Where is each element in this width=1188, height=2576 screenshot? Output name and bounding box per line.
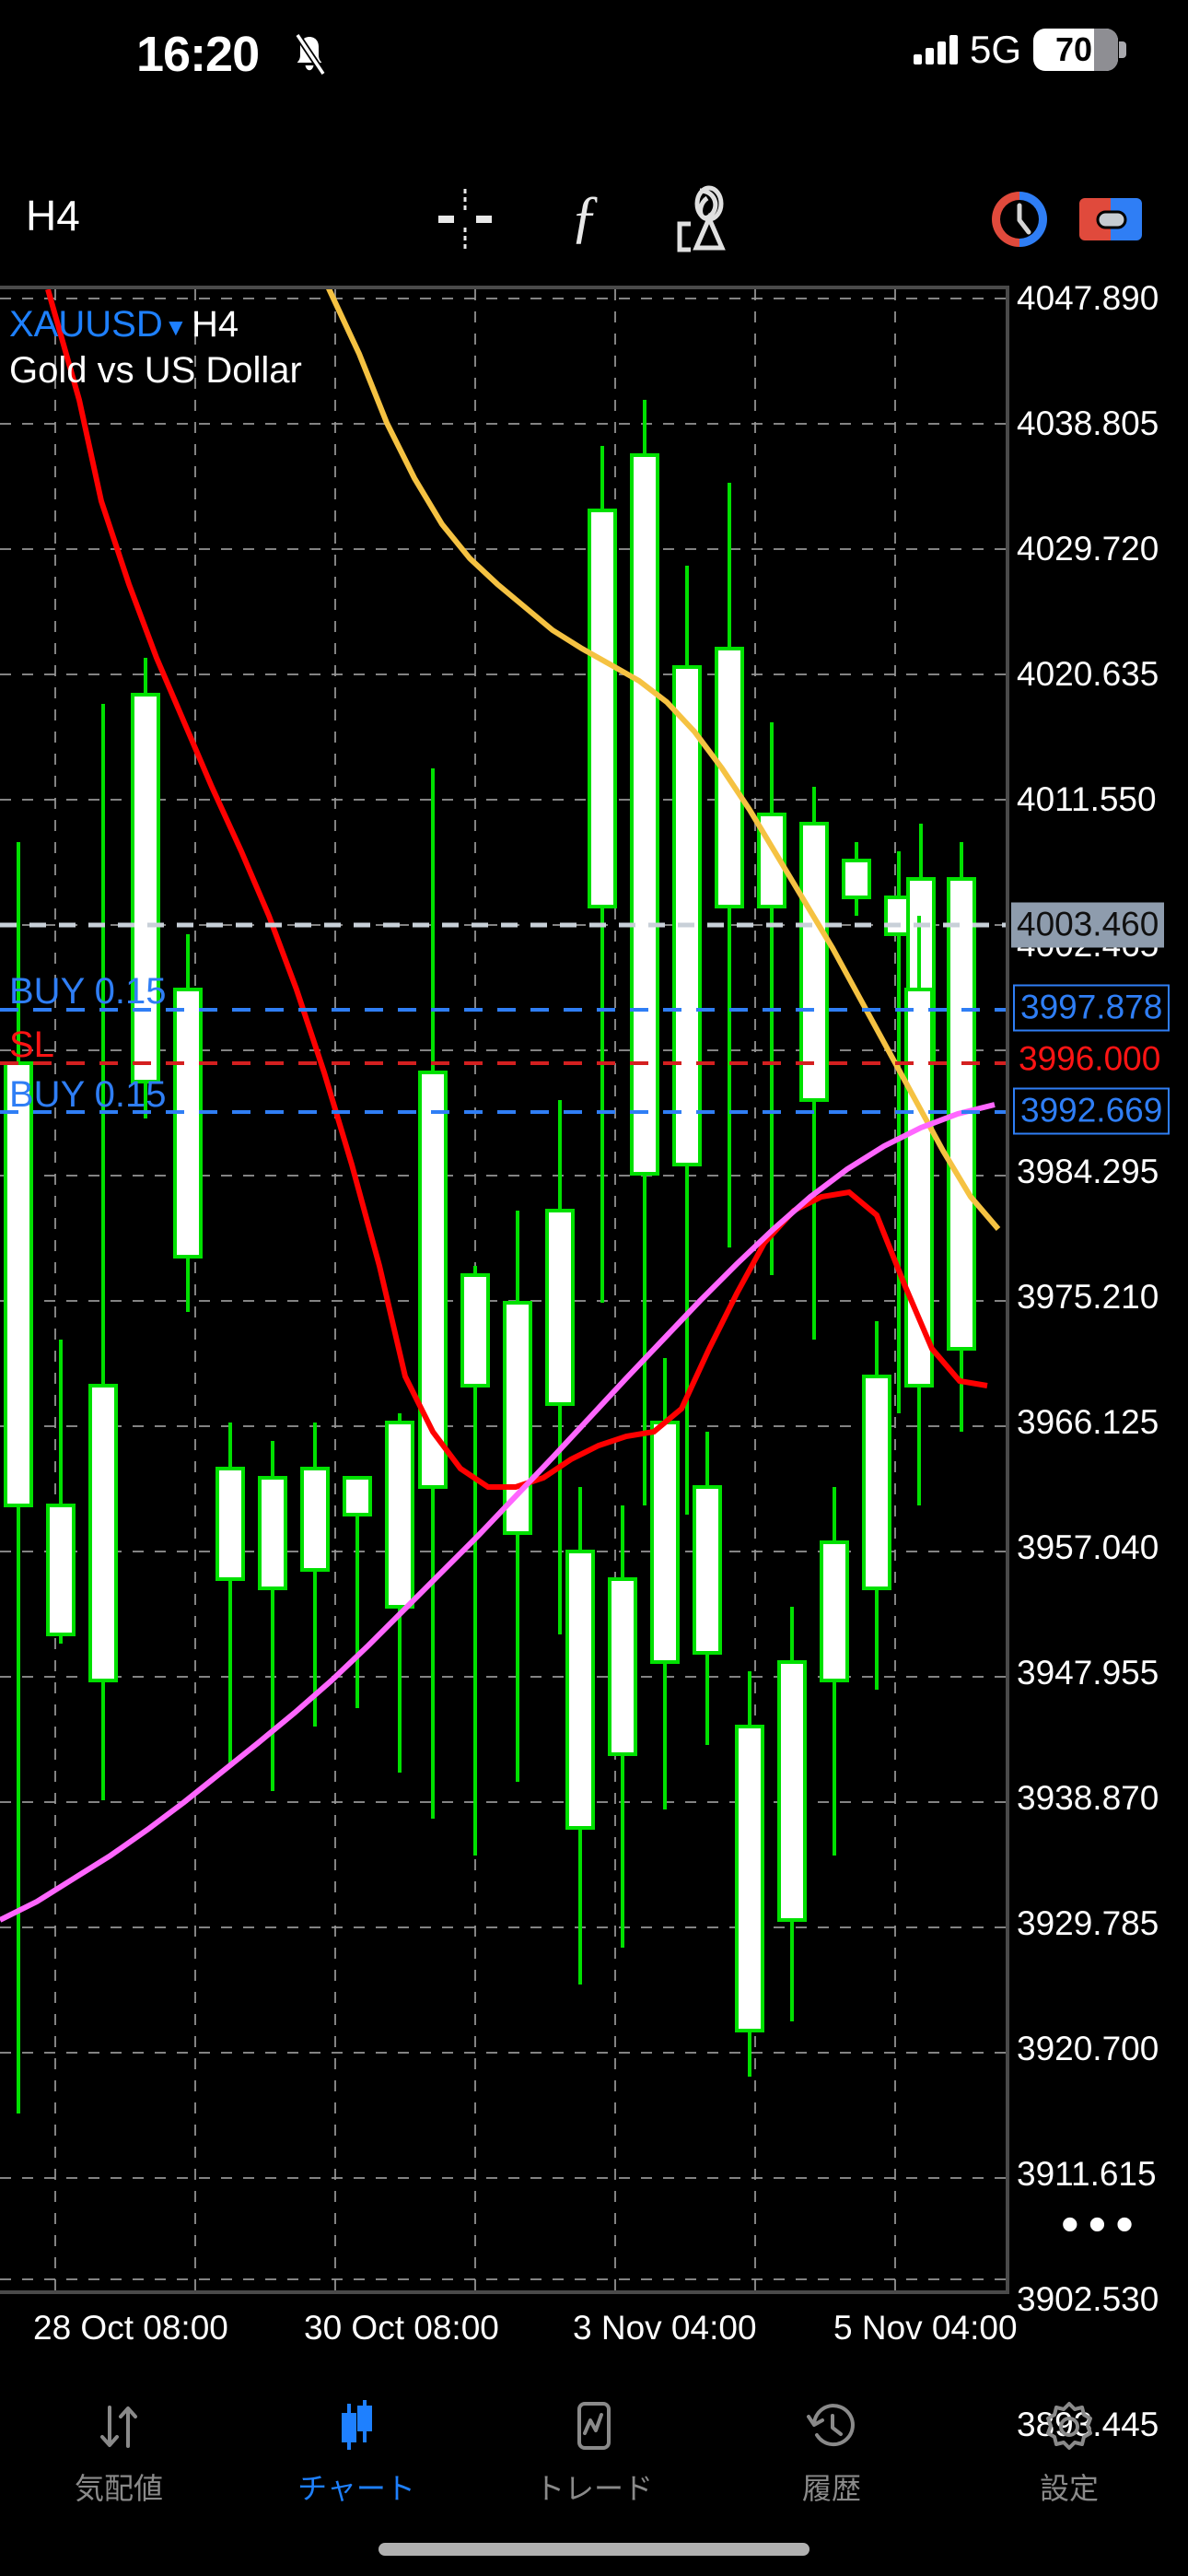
price-tick: 3911.615	[1017, 2155, 1157, 2193]
ma-slow-line	[326, 289, 1001, 1231]
time-tick: 5 Nov 04:00	[833, 2309, 1018, 2347]
nav-item-settings[interactable]: 設定	[950, 2392, 1188, 2539]
price-tick: 3957.040	[1017, 1528, 1159, 1566]
position-price-buy-2[interactable]: 3992.669	[1013, 1087, 1171, 1135]
function-f-icon[interactable]: ƒ	[570, 183, 600, 249]
position-price-buy-1[interactable]: 3997.878	[1013, 984, 1171, 1032]
bell-slash-icon	[295, 33, 326, 76]
chart-plot[interactable]: XAUUSD ▼ H4 Gold vs US Dollar BUY 0.15 S…	[0, 286, 1009, 2294]
position-price-sl[interactable]: 3996.000	[1019, 1039, 1161, 1078]
time-tick: 28 Oct 08:00	[33, 2309, 228, 2347]
more-options-icon[interactable]: •••	[1061, 2195, 1143, 2253]
symbol-timeframe: H4	[192, 304, 239, 345]
chart-area[interactable]: XAUUSD ▼ H4 Gold vs US Dollar BUY 0.15 S…	[0, 279, 1188, 2443]
history-clock-icon	[805, 2397, 858, 2456]
status-indicators: 5G 70	[913, 28, 1126, 72]
network-type-label: 5G	[969, 28, 1021, 71]
ma-fast-line	[45, 289, 988, 1490]
price-tick: 3984.295	[1017, 1153, 1159, 1190]
price-axis[interactable]: 4047.890 4038.805 4029.720 4020.635 4011…	[1009, 279, 1188, 2443]
price-tick: 4011.550	[1017, 780, 1157, 818]
symbol-description: Gold vs US Dollar	[9, 350, 302, 391]
gear-icon	[1042, 2397, 1096, 2456]
price-tick: 3929.785	[1017, 1904, 1159, 1942]
status-time: 16:20	[136, 27, 260, 82]
price-tick: 4047.890	[1017, 279, 1159, 317]
timeframe-button[interactable]: H4	[26, 192, 80, 240]
trade-icon	[567, 2397, 621, 2456]
nav-item-quotes[interactable]: 気配値	[0, 2392, 238, 2539]
price-tick: 3966.125	[1017, 1403, 1159, 1441]
price-tick: 4038.805	[1017, 404, 1159, 442]
cellular-signal-icon	[913, 35, 958, 64]
crosshair-icon[interactable]	[433, 187, 497, 252]
ma-long-line	[0, 1102, 996, 1923]
nav-label-chart: チャート	[297, 2471, 415, 2506]
status-bar: 16:20 5G 70	[0, 0, 1188, 101]
position-label-sl[interactable]: SL	[9, 1025, 54, 1065]
chart-toolbar: H4 ƒ	[0, 170, 1188, 263]
nav-label-trade: トレード	[534, 2471, 653, 2506]
nav-item-trade[interactable]: トレード	[475, 2392, 713, 2539]
battery-level-label: 70	[1054, 30, 1093, 68]
price-tick: 4020.635	[1017, 655, 1159, 693]
candlestick-chart-icon	[330, 2397, 383, 2456]
price-tick: 3975.210	[1017, 1278, 1159, 1316]
nav-label-settings: 設定	[1039, 2471, 1099, 2506]
nav-label-quotes: 気配値	[74, 2471, 163, 2506]
time-tick: 3 Nov 04:00	[573, 2309, 757, 2347]
candlestick-plot	[0, 289, 1006, 2290]
nav-label-history: 履歴	[801, 2471, 861, 2506]
home-indicator[interactable]	[379, 2543, 809, 2556]
nav-item-chart[interactable]: チャート	[238, 2392, 475, 2539]
nav-item-history[interactable]: 履歴	[713, 2392, 950, 2539]
chevron-down-icon[interactable]: ▼	[164, 313, 188, 341]
battery-icon: 70	[1033, 29, 1126, 71]
symbol-name[interactable]: XAUUSD	[9, 304, 163, 345]
position-label-buy-2[interactable]: BUY 0.15	[9, 1074, 167, 1115]
price-tick: 3938.870	[1017, 1779, 1159, 1817]
price-tick: 3947.955	[1017, 1654, 1159, 1692]
position-label-buy-1[interactable]: BUY 0.15	[9, 971, 167, 1012]
time-axis: 28 Oct 08:00 30 Oct 08:00 3 Nov 04:00 5 …	[0, 2298, 1018, 2362]
objects-icon[interactable]	[672, 185, 742, 253]
price-tick: 3920.700	[1017, 2030, 1159, 2067]
bid-price-badge: 4003.460	[1011, 902, 1165, 948]
bottom-navigation: 気配値 チャート トレード	[0, 2392, 1188, 2539]
new-order-icon[interactable]	[1077, 193, 1144, 246]
quotes-arrows-icon	[92, 2397, 146, 2456]
price-tick: 4029.720	[1017, 530, 1159, 568]
price-tick: 3902.530	[1017, 2280, 1159, 2318]
time-tick: 30 Oct 08:00	[304, 2309, 499, 2347]
pending-order-clock-icon[interactable]	[989, 189, 1050, 250]
